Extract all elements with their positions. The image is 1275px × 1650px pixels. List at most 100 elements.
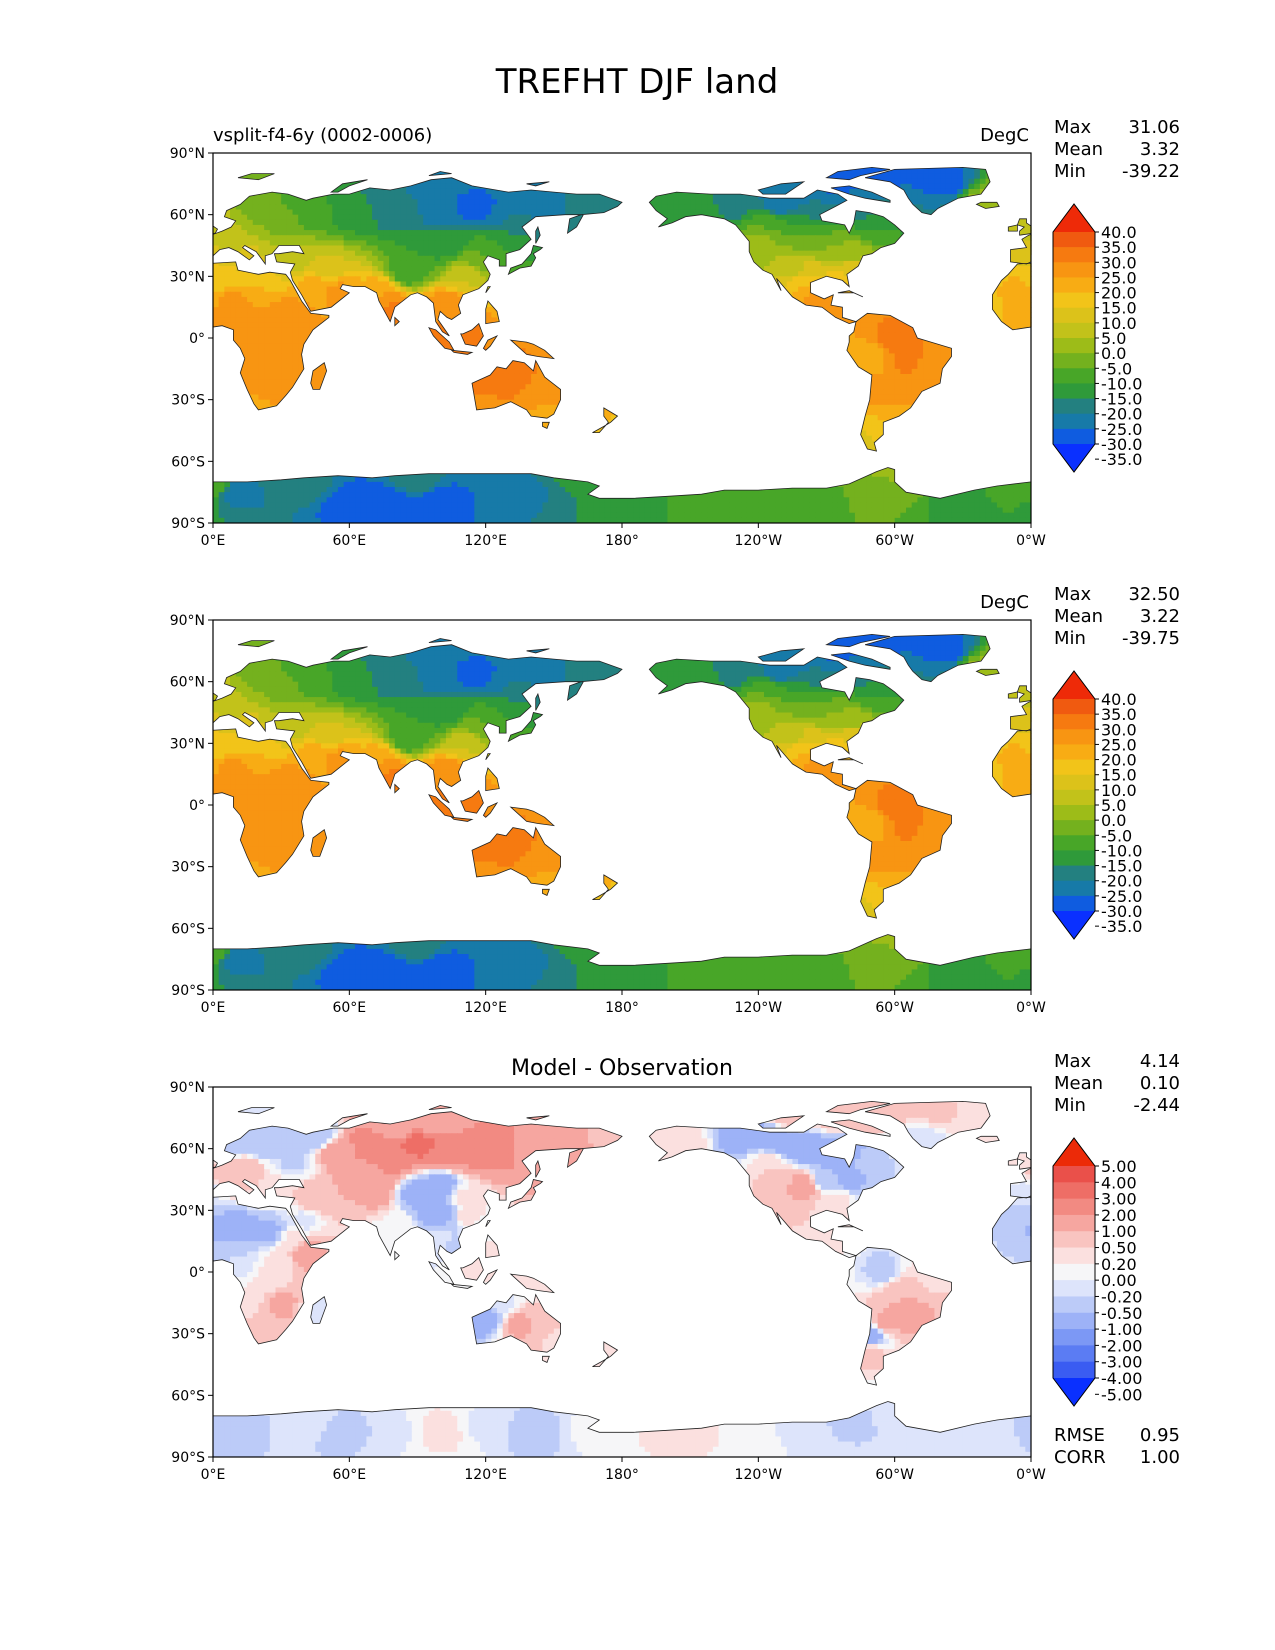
colorbar-bin xyxy=(1053,1329,1095,1346)
lon-tick-label: 180° xyxy=(605,1000,639,1016)
colorbar-bin xyxy=(1053,1280,1095,1297)
panel-left-title: vsplit-f4-6y (0002-0006) xyxy=(213,125,432,146)
stat-min-value: -2.44 xyxy=(1133,1095,1180,1116)
colorbar-level: -20.0 xyxy=(1101,872,1142,891)
colorbar-level: 4.00 xyxy=(1101,1173,1137,1192)
stat-corr-label: CORR xyxy=(1054,1447,1106,1468)
colorbar-bin xyxy=(1053,699,1095,715)
colorbar-bin xyxy=(1053,368,1095,384)
lon-tick-label: 120°E xyxy=(464,1467,507,1483)
coastlines xyxy=(213,633,1031,990)
colorbar-bin xyxy=(1053,744,1095,760)
colorbar-bin xyxy=(1053,714,1095,730)
lat-tick-label: 90°N xyxy=(170,146,205,162)
lat-tick-label: 60°N xyxy=(170,1142,205,1158)
colorbar-bin xyxy=(1053,262,1095,278)
colorbar-level: -5.0 xyxy=(1101,826,1132,845)
colorbar-bin xyxy=(1053,729,1095,745)
colorbar-level: -10.0 xyxy=(1101,374,1142,393)
stat-rmse-value: 0.95 xyxy=(1140,1425,1180,1446)
colorbar: 40.035.030.025.020.015.010.05.00.0-5.0-1… xyxy=(1052,670,1142,940)
lon-tick-label: 0°E xyxy=(201,1467,226,1483)
colorbar-bin xyxy=(1053,338,1095,354)
colorbar-level: 15.0 xyxy=(1101,299,1137,318)
lat-tick-label: 90°S xyxy=(171,983,205,999)
lon-tick-label: 60°E xyxy=(332,1000,366,1016)
coastlines xyxy=(213,1100,1031,1457)
colorbar-bin xyxy=(1053,1263,1095,1281)
colorbar-bin xyxy=(1053,835,1095,851)
colorbar-bin xyxy=(1053,1296,1095,1314)
colorbar-level: -10.0 xyxy=(1101,841,1142,860)
colorbar-bin xyxy=(1053,1214,1095,1232)
colorbar-level: 30.0 xyxy=(1101,720,1137,739)
colorbar-bin xyxy=(1053,247,1095,263)
lat-tick-label: 30°N xyxy=(170,269,205,285)
colorbar-level: -0.50 xyxy=(1101,1304,1142,1323)
colorbar-bin xyxy=(1053,1247,1095,1265)
lat-tick-label: 60°S xyxy=(171,454,205,470)
stat-min-value: -39.75 xyxy=(1122,628,1180,649)
lat-tick-label: 30°S xyxy=(171,860,205,876)
colorbar-bin xyxy=(1053,759,1095,776)
map-panel-test: 90°N 60°N 30°N 0° 30°S 60°S 90°S0°E 60°E 120°E 18… xyxy=(170,117,1180,549)
colorbar-bin xyxy=(1053,895,1095,912)
lon-tick-label: 0°W xyxy=(1016,1467,1046,1483)
colorbar-bin xyxy=(1053,850,1095,866)
colorbar-bin xyxy=(1053,789,1095,806)
colorbar-level: -20.0 xyxy=(1101,405,1142,424)
colorbar-level: -2.00 xyxy=(1101,1336,1142,1355)
colorbar-level: -30.0 xyxy=(1101,435,1142,454)
colorbar-level: 20.0 xyxy=(1101,751,1137,770)
lat-tick-label: 60°S xyxy=(171,1388,205,1404)
lat-tick-label: 90°S xyxy=(171,516,205,532)
lon-tick-label: 0°E xyxy=(201,1000,226,1016)
lat-tick-label: 0° xyxy=(189,331,205,347)
colorbar-level: -30.0 xyxy=(1101,902,1142,921)
colorbar-bin xyxy=(1053,398,1095,415)
lon-tick-label: 60°W xyxy=(875,1000,914,1016)
colorbar-level: 15.0 xyxy=(1101,766,1137,785)
colorbar-level: 10.0 xyxy=(1101,781,1137,800)
stat-mean-value: 3.32 xyxy=(1140,139,1180,160)
stat-min-label: Min xyxy=(1054,628,1086,649)
colorbar-bin xyxy=(1053,1231,1095,1248)
colorbar-level: -3.00 xyxy=(1101,1353,1142,1372)
colorbar-extend-max xyxy=(1053,1138,1095,1166)
colorbar-bin xyxy=(1053,232,1095,248)
colorbar-extend-max xyxy=(1053,204,1095,232)
colorbar-bin xyxy=(1053,277,1095,293)
colorbar-extend-max xyxy=(1053,671,1095,699)
colorbar-level: 35.0 xyxy=(1101,705,1137,724)
stat-mean-value: 3.22 xyxy=(1140,606,1180,627)
lat-tick-label: 30°S xyxy=(171,393,205,409)
lon-tick-label: 120°E xyxy=(464,1000,507,1016)
lon-tick-label: 120°W xyxy=(735,533,783,549)
colorbar-level: 25.0 xyxy=(1101,268,1137,287)
lon-tick-label: 60°W xyxy=(875,533,914,549)
colorbar-level: 20.0 xyxy=(1101,284,1137,303)
colorbar-level: 5.00 xyxy=(1101,1157,1137,1176)
colorbar-level: -25.0 xyxy=(1101,420,1142,439)
lat-tick-label: 60°N xyxy=(170,675,205,691)
colorbar-level: 0.50 xyxy=(1101,1239,1137,1258)
colorbar-level: 40.0 xyxy=(1101,223,1137,242)
colorbar-level: 0.20 xyxy=(1101,1255,1137,1274)
lat-tick-label: 60°N xyxy=(170,208,205,224)
stat-max-value: 31.06 xyxy=(1128,117,1180,138)
stat-mean-label: Mean xyxy=(1054,1073,1103,1094)
colorbar-bin xyxy=(1053,428,1095,445)
lon-tick-label: 120°W xyxy=(735,1000,783,1016)
colorbar: 40.035.030.025.020.015.010.05.00.0-5.0-1… xyxy=(1052,203,1142,473)
lon-tick-label: 0°W xyxy=(1016,1000,1046,1016)
stat-max-label: Max xyxy=(1054,584,1092,605)
lon-tick-label: 0°W xyxy=(1016,533,1046,549)
colorbar-bin xyxy=(1053,413,1095,430)
lon-tick-label: 0°E xyxy=(201,533,226,549)
lat-tick-label: 30°N xyxy=(170,736,205,752)
colorbar-level: 30.0 xyxy=(1101,253,1137,272)
colorbar: 5.004.003.002.001.000.500.200.00-0.20-0.… xyxy=(1052,1137,1142,1407)
lat-tick-label: 60°S xyxy=(171,921,205,937)
colorbar-bin xyxy=(1053,805,1095,821)
